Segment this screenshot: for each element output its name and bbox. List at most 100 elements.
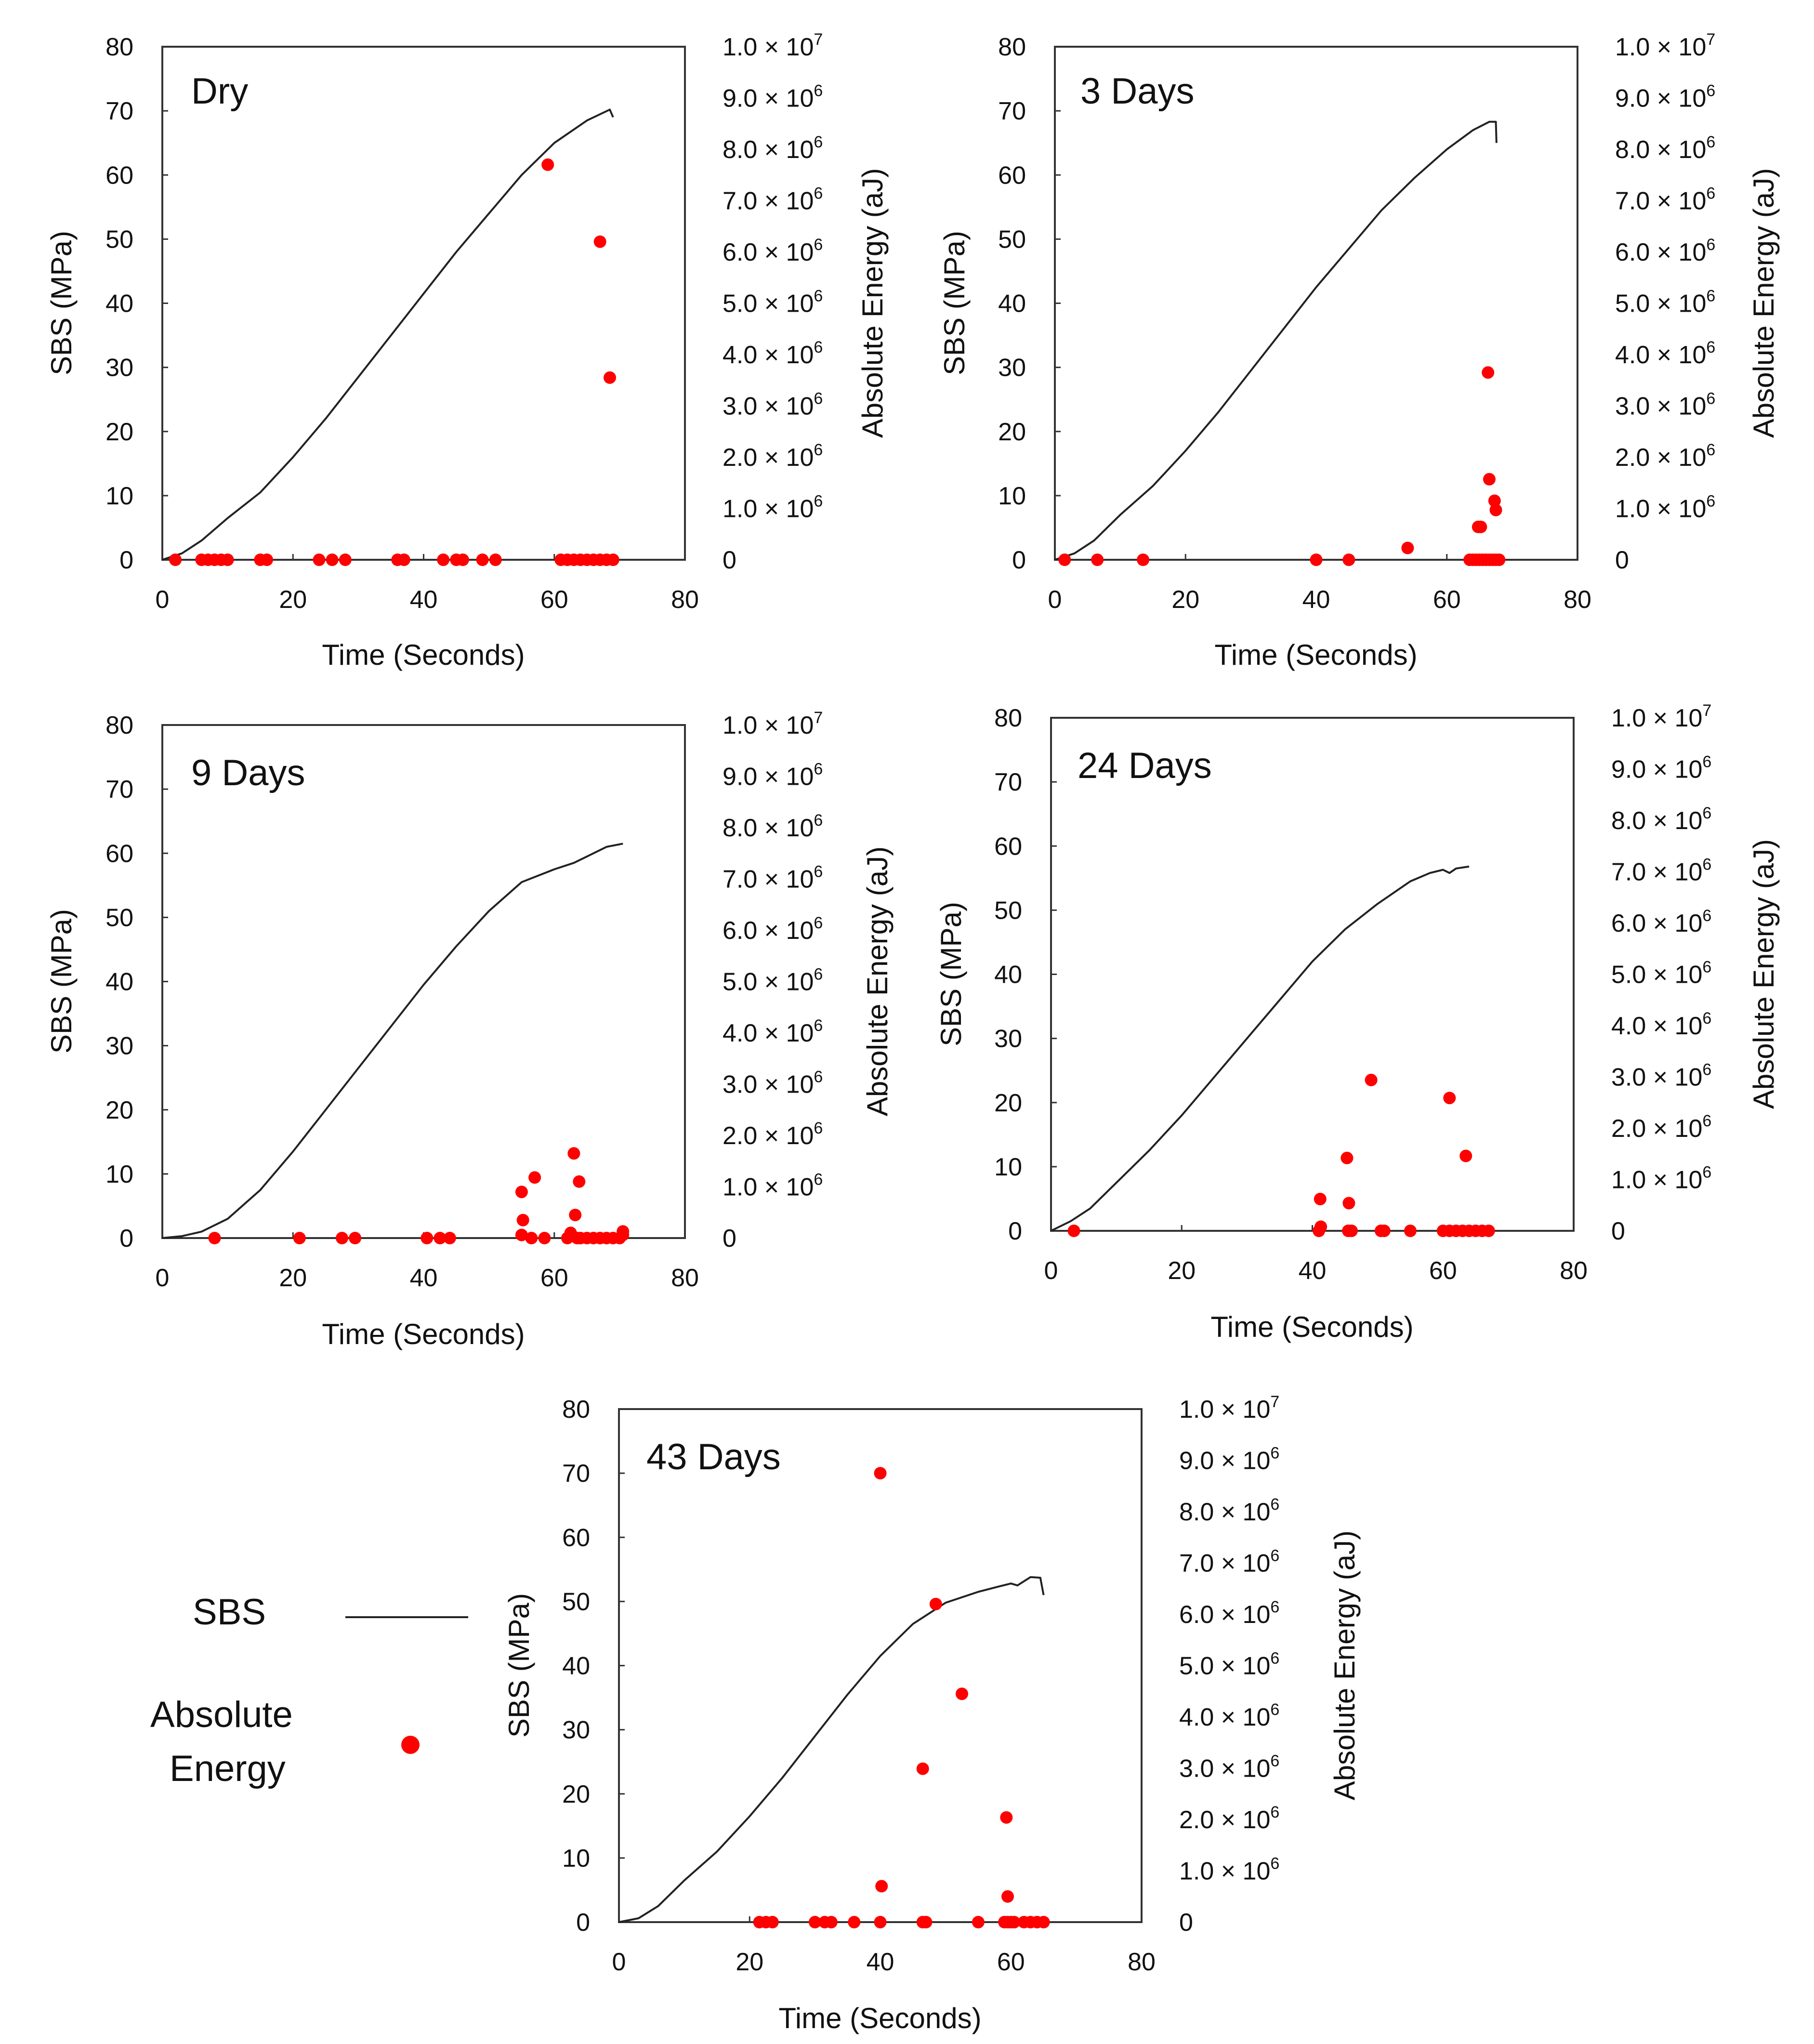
y2-tick-label: 6.0 × 106 [1179, 1598, 1279, 1629]
legend: SBS Absolute Energy [150, 1592, 468, 1789]
y2-tick-label: 9.0 × 106 [1611, 753, 1711, 784]
energy-point [515, 1228, 528, 1241]
energy-point [617, 1225, 630, 1238]
x-tick-label: 80 [1560, 1257, 1588, 1285]
chart-marks [1051, 865, 1495, 1237]
energy-point [1401, 541, 1414, 554]
x-ticks: 0 20 40 60 80 [156, 554, 699, 614]
y2-tick-label: 6.0 × 106 [723, 236, 823, 266]
y2-ticks: 0 1.0 × 106 2.0 × 106 3.0 × 106 4.0 × 106 5.0… [1611, 701, 1711, 1245]
y2-tick-label: 7.0 × 106 [1615, 185, 1715, 215]
x-tick-label: 60 [1433, 586, 1461, 614]
panel-dry: Dry SBS (MPa) Time (Seconds) Absolute En… [45, 30, 889, 671]
energy-point [1459, 1149, 1472, 1162]
energy-point [1058, 554, 1071, 566]
y2-tick-label: 8.0 × 106 [1615, 133, 1715, 164]
legend-label-sbs: SBS [193, 1592, 266, 1633]
energy-point [573, 1175, 586, 1188]
x-tick-label: 0 [1044, 1257, 1058, 1285]
energy-point [1341, 1151, 1354, 1164]
plot-frame [1054, 46, 1578, 561]
x-ticks: 0 20 40 60 80 [1044, 1225, 1588, 1285]
y2-tick-label: 0 [1179, 1909, 1193, 1937]
energy-point [972, 1916, 985, 1928]
y2-tick-label: 6.0 × 106 [723, 914, 823, 945]
y2-tick-label: 7.0 × 106 [723, 863, 823, 894]
energy-point [349, 1232, 362, 1244]
chart-marks [1054, 120, 1506, 566]
x-tick-label: 0 [156, 1264, 170, 1292]
panel-title: Dry [191, 71, 248, 112]
panel-3-days: 3 Days SBS (MPa) Time (Seconds) Absolute… [938, 30, 1780, 671]
y-tick-label: 60 [994, 832, 1022, 860]
x-tick-label: 80 [671, 1264, 699, 1292]
y2-tick-label: 5.0 × 106 [723, 965, 823, 996]
energy-point [1482, 1225, 1495, 1237]
x-tick-label: 20 [279, 586, 307, 614]
y2-axis-title: Absolute Energy (aJ) [856, 168, 889, 438]
x-tick-label: 40 [1299, 1257, 1327, 1285]
y-tick-label: 0 [119, 546, 133, 574]
energy-point [874, 1467, 887, 1480]
y2-tick-label: 9.0 × 106 [1615, 82, 1715, 113]
x-tick-label: 60 [540, 586, 568, 614]
x-tick-label: 20 [736, 1948, 763, 1976]
y-tick-label: 30 [994, 1025, 1022, 1053]
y2-tick-label: 3.0 × 106 [723, 390, 823, 421]
sbs-line [618, 1576, 1045, 1923]
legend-label-energy-line1: Absolute [150, 1694, 293, 1735]
y-tick-label: 0 [576, 1909, 590, 1937]
y2-tick-label: 8.0 × 106 [723, 811, 823, 842]
energy-point [1483, 473, 1496, 486]
x-axis-title: Time (Seconds) [322, 1318, 525, 1350]
x-tick-label: 40 [410, 1264, 438, 1292]
y-ticks: 0 10 20 30 40 50 60 70 80 [994, 704, 1057, 1245]
y-tick-label: 20 [562, 1780, 590, 1808]
energy-point [1365, 1073, 1378, 1086]
y-ticks: 0 10 20 30 40 50 60 70 80 [998, 33, 1061, 574]
energy-point [1489, 503, 1502, 516]
energy-point [1378, 1225, 1391, 1237]
y-tick-label: 70 [562, 1460, 590, 1488]
x-tick-label: 20 [1171, 586, 1199, 614]
energy-point [261, 554, 273, 566]
chart-marks [618, 1467, 1050, 1928]
sbs-line [1051, 865, 1470, 1232]
energy-point [516, 1213, 529, 1226]
y2-tick-label: 0 [1615, 546, 1629, 574]
x-tick-label: 40 [1302, 586, 1330, 614]
energy-point [920, 1916, 933, 1928]
y2-tick-label: 8.0 × 106 [1611, 804, 1711, 835]
x-tick-label: 80 [1564, 586, 1591, 614]
energy-point [538, 1232, 551, 1244]
y2-tick-label: 8.0 × 106 [723, 133, 823, 164]
chart-marks [162, 108, 619, 566]
y2-tick-label: 7.0 × 106 [723, 185, 823, 215]
y2-tick-label: 3.0 × 106 [723, 1068, 823, 1099]
y-tick-label: 80 [105, 33, 133, 61]
y-tick-label: 80 [562, 1396, 590, 1424]
y2-tick-label: 2.0 × 106 [1611, 1112, 1711, 1143]
y-axis-title: SBS (MPa) [45, 909, 78, 1054]
y-tick-label: 0 [119, 1225, 133, 1253]
legend-swatch-energy-dot [401, 1736, 420, 1754]
sbs-line [162, 843, 623, 1239]
x-tick-label: 80 [671, 586, 699, 614]
x-axis-title: Time (Seconds) [1210, 1311, 1413, 1343]
y-tick-label: 30 [562, 1716, 590, 1744]
energy-point [1488, 494, 1501, 507]
y-ticks: 0 10 20 30 40 50 60 70 80 [105, 33, 168, 574]
y2-tick-label: 3.0 × 106 [1611, 1061, 1711, 1092]
y2-axis-title: Absolute Energy (aJ) [1748, 839, 1780, 1109]
y2-tick-label: 1.0 × 106 [723, 492, 823, 523]
y2-tick-label: 7.0 × 106 [1611, 856, 1711, 886]
energy-point [929, 1597, 942, 1610]
y2-tick-label: 4.0 × 106 [1615, 338, 1715, 369]
y-tick-label: 40 [105, 968, 133, 996]
y2-tick-label: 1.0 × 106 [723, 1171, 823, 1201]
y2-tick-label: 1.0 × 107 [723, 30, 823, 61]
sbs-line [162, 108, 614, 561]
x-tick-label: 0 [156, 586, 170, 614]
plot-frame [161, 46, 686, 561]
